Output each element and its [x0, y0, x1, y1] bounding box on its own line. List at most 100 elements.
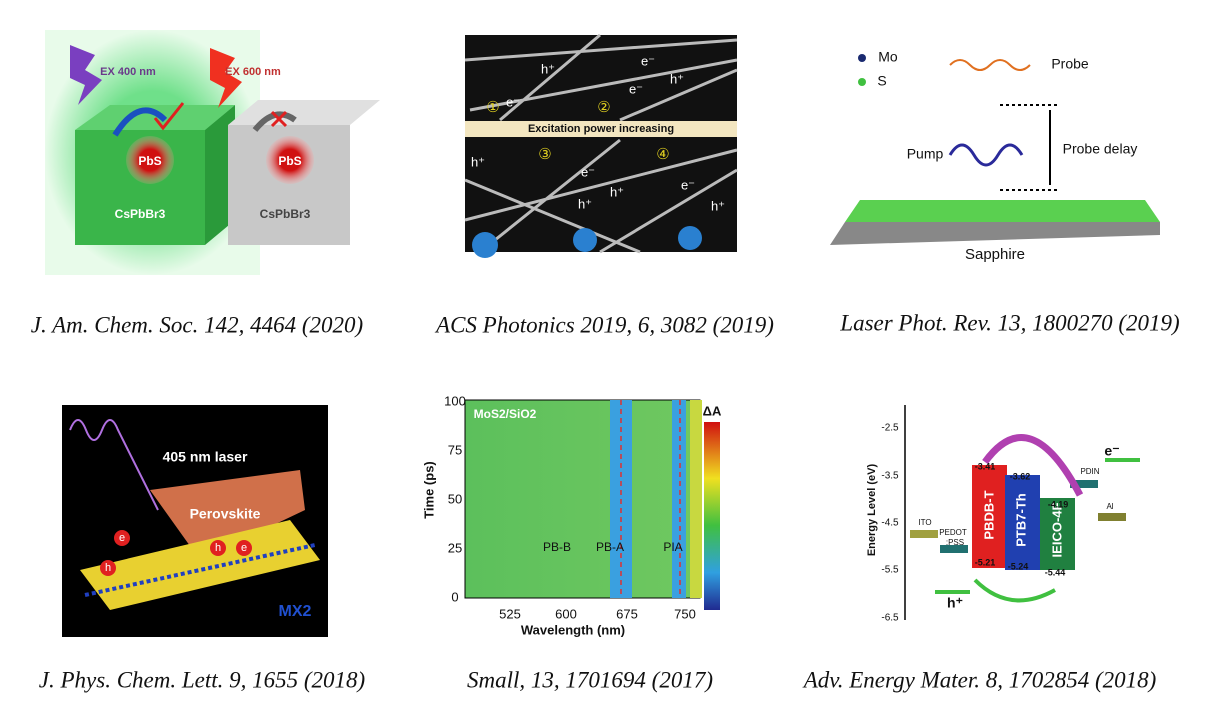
legend-dot [858, 78, 866, 86]
atom [678, 226, 702, 250]
image-label: ④ [656, 146, 669, 163]
labels: J. Am. Chem. Soc. 142, 4464 (2020) EX 400… [31, 49, 1180, 693]
cross [270, 110, 288, 128]
image-label: Probe delay [1063, 141, 1138, 157]
level [1005, 475, 1040, 570]
panel-image [464, 399, 720, 610]
atom [573, 228, 597, 252]
image-label: Excitation power increasing [528, 123, 674, 135]
image-label: -5.44 [1045, 567, 1066, 577]
image-label: e⁻ [681, 177, 695, 192]
image-label: ③ [538, 146, 551, 163]
level [1040, 498, 1075, 570]
image-label: h [215, 542, 221, 554]
image-label: h [105, 562, 111, 574]
substrate [830, 222, 1160, 245]
image-label: e⁻ [581, 164, 595, 179]
image-label: -4.5 [881, 518, 899, 529]
image-label: PBDB-T [981, 490, 996, 539]
cube-side [205, 105, 235, 245]
image-label: 600 [555, 606, 577, 621]
image-label: Time (ps) [421, 461, 436, 519]
image-label: -2.5 [881, 423, 899, 434]
lightning [210, 48, 242, 108]
image-label: ITO [918, 518, 931, 527]
image-label: -3.5 [881, 471, 899, 482]
image-label: Wavelength (nm) [521, 622, 625, 637]
cube-top [75, 105, 235, 130]
band [672, 400, 686, 598]
atom [472, 232, 498, 258]
image-label: PEDOT [939, 528, 967, 537]
legend-dot [858, 54, 866, 62]
carrier [114, 530, 130, 546]
image-label: PbS [278, 154, 301, 168]
image-label: h⁺ [541, 61, 555, 76]
lightning [70, 45, 102, 105]
caption: Laser Phot. Rev. 13, 1800270 (2019) [839, 310, 1179, 335]
image-label: -3.62 [1010, 471, 1031, 481]
image-label: 750 [674, 606, 696, 621]
plot-area [464, 399, 701, 599]
level [972, 465, 1007, 568]
image-label: MX2 [279, 603, 312, 620]
image-label: h⁺ [670, 71, 684, 86]
image-label: PB-B [543, 540, 571, 554]
panel-image [45, 30, 380, 275]
layer [845, 200, 1160, 222]
caption: Small, 13, 1701694 (2017) [467, 667, 713, 692]
pump-pulse [948, 143, 1024, 167]
image-label: e⁻ [506, 94, 520, 109]
particle [266, 136, 314, 184]
image-label: e [241, 542, 247, 554]
caption: Adv. Energy Mater. 8, 1702854 (2018) [802, 667, 1157, 692]
panel-image [830, 54, 1160, 245]
arrow [982, 434, 1084, 497]
panel-image [464, 33, 738, 258]
caption: ACS Photonics 2019, 6, 3082 (2019) [434, 312, 774, 337]
image-label: Al [1106, 502, 1113, 511]
level [1098, 513, 1126, 521]
image-label: PDIN [1080, 467, 1099, 476]
caption: J. Phys. Chem. Lett. 9, 1655 (2018) [39, 667, 365, 692]
image-label: -3.41 [975, 461, 996, 471]
band [690, 400, 702, 598]
image-label: PTB7-Th [1013, 493, 1028, 547]
image-label: MoS2/SiO2 [474, 407, 537, 421]
panel-image [904, 405, 1140, 620]
mx2-layer [80, 520, 320, 610]
mx2-atoms [84, 543, 316, 597]
caption: J. Am. Chem. Soc. 142, 4464 (2020) [31, 312, 363, 337]
image-label: h⁺ [471, 154, 485, 169]
marker [1000, 104, 1060, 191]
image-label: e [119, 532, 125, 544]
image-label: h⁺ [610, 184, 624, 199]
image-label: -6.5 [881, 613, 899, 624]
carrier [236, 540, 252, 556]
marker [620, 400, 681, 598]
image-label: 0 [451, 589, 458, 604]
image-label: h⁺ [578, 196, 592, 211]
image-label: e⁻ [641, 53, 655, 68]
image-label: PIA [663, 540, 682, 554]
image-label: 405 nm laser [163, 449, 248, 465]
image-label: Perovskite [190, 506, 261, 522]
image-label: Pump [907, 146, 944, 162]
image-label: 525 [499, 606, 521, 621]
image-label: EX 400 nm [100, 66, 156, 78]
image-label: CsPbBr3 [115, 207, 166, 221]
image-label: h⁺ [947, 595, 963, 611]
image-label: :PSS [946, 538, 964, 547]
image-label: e⁻ [1104, 443, 1119, 459]
image-label: ② [597, 99, 610, 116]
image-label: CsPbBr3 [260, 207, 311, 221]
level [940, 545, 968, 553]
level [910, 530, 938, 538]
image-label: PB-A [596, 540, 624, 554]
image-label: ① [486, 99, 499, 116]
image-label: IEICO-4F [1049, 502, 1064, 557]
image-label: -4.19 [1048, 499, 1069, 509]
panel-image [62, 405, 328, 637]
image-label: EX 600 nm [225, 66, 281, 78]
